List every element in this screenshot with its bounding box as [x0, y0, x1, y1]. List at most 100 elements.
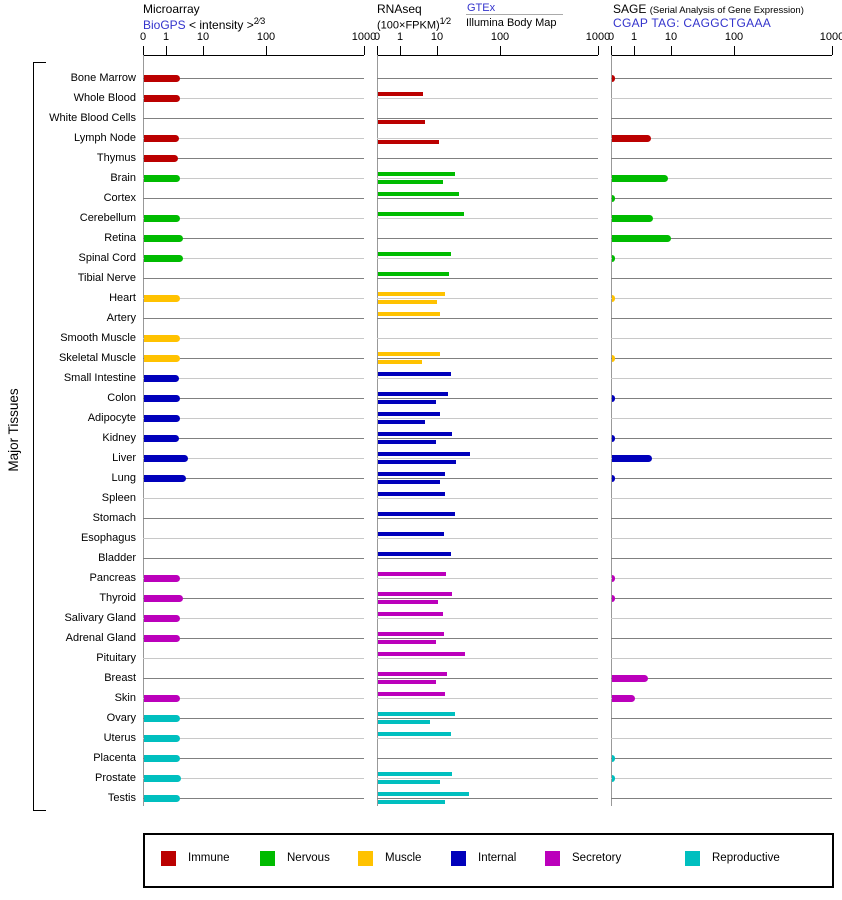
- gtex-link[interactable]: GTEx: [467, 2, 496, 14]
- rnaseq-exponent: 1⁄2: [439, 16, 452, 26]
- axis-tick: [266, 46, 267, 55]
- bar-microarray: [144, 235, 183, 242]
- bar-microarray: [144, 135, 179, 142]
- row-gridline: [143, 238, 364, 239]
- row-gridline: [611, 598, 832, 599]
- bar-microarray: [144, 435, 179, 442]
- tissue-label: Pancreas: [89, 572, 136, 584]
- row-gridline: [611, 418, 832, 419]
- bar-rnaseq-illumina: [378, 800, 445, 804]
- axis-tick-label: 1: [630, 31, 638, 43]
- row-gridline: [611, 198, 832, 199]
- row-gridline: [143, 478, 364, 479]
- bar-rnaseq-illumina: [378, 720, 430, 724]
- panel-axis-line: [611, 55, 832, 56]
- row-gridline: [611, 518, 832, 519]
- bar-rnaseq-gtex: [378, 652, 465, 656]
- bar-sage: [612, 235, 671, 242]
- bar-rnaseq-gtex: [378, 772, 452, 776]
- row-gridline: [143, 158, 364, 159]
- row-gridline: [611, 398, 832, 399]
- bar-rnaseq-gtex: [378, 512, 455, 516]
- row-gridline: [377, 618, 598, 619]
- bar-rnaseq-gtex: [378, 372, 451, 376]
- row-gridline: [377, 598, 598, 599]
- tissue-label: Brain: [110, 172, 136, 184]
- legend-swatch-immune: [161, 851, 176, 866]
- tissues-bracket: [33, 62, 46, 811]
- bar-sage: [612, 195, 615, 202]
- row-gridline: [377, 358, 598, 359]
- illumina-body-map-label: Illumina Body Map: [466, 17, 557, 29]
- tissue-label: Adipocyte: [87, 412, 136, 424]
- row-gridline: [143, 378, 364, 379]
- bar-rnaseq-gtex: [378, 712, 455, 716]
- axis-tick: [143, 46, 144, 55]
- row-gridline: [377, 658, 598, 659]
- bar-rnaseq-gtex: [378, 252, 451, 256]
- row-gridline: [377, 498, 598, 499]
- row-gridline: [611, 498, 832, 499]
- cgap-link[interactable]: CGAP: [613, 16, 648, 30]
- bar-sage: [612, 675, 648, 682]
- row-gridline: [611, 618, 832, 619]
- row-gridline: [377, 198, 598, 199]
- legend-swatch-muscle: [358, 851, 373, 866]
- legend-label-immune: Immune: [188, 852, 230, 864]
- row-gridline: [143, 578, 364, 579]
- bar-rnaseq-illumina: [378, 640, 436, 644]
- tissue-label: Heart: [109, 292, 136, 304]
- bar-sage: [612, 455, 652, 462]
- tissue-label: Thymus: [96, 152, 136, 164]
- axis-tick: [377, 46, 378, 55]
- row-gridline: [377, 138, 598, 139]
- row-gridline: [611, 638, 832, 639]
- row-gridline: [143, 718, 364, 719]
- row-gridline: [611, 318, 832, 319]
- row-gridline: [377, 278, 598, 279]
- bar-rnaseq-gtex: [378, 612, 443, 616]
- row-gridline: [377, 798, 598, 799]
- bar-rnaseq-illumina: [378, 480, 440, 484]
- panel-left-border: [611, 55, 612, 806]
- row-gridline: [143, 298, 364, 299]
- row-gridline: [377, 378, 598, 379]
- bar-microarray: [144, 95, 180, 102]
- bar-microarray: [144, 355, 180, 362]
- bar-microarray: [144, 615, 180, 622]
- row-gridline: [377, 398, 598, 399]
- axis-tick-label: 0: [373, 31, 381, 43]
- bar-rnaseq-gtex: [378, 792, 469, 796]
- row-gridline: [611, 698, 832, 699]
- bar-rnaseq-gtex: [378, 552, 451, 556]
- row-gridline: [611, 438, 832, 439]
- row-gridline: [377, 478, 598, 479]
- axis-tick: [500, 46, 501, 55]
- tissue-label: Kidney: [102, 432, 136, 444]
- biogps-link[interactable]: BioGPS: [143, 18, 186, 32]
- row-gridline: [611, 158, 832, 159]
- gtex-illumina-divider: [466, 14, 563, 15]
- panel-left-border: [143, 55, 144, 806]
- row-gridline: [377, 218, 598, 219]
- bar-microarray: [144, 155, 178, 162]
- row-gridline: [377, 338, 598, 339]
- tissue-label: Testis: [107, 792, 136, 804]
- row-gridline: [611, 678, 832, 679]
- bar-microarray: [144, 575, 180, 582]
- row-gridline: [611, 358, 832, 359]
- bar-rnaseq-illumina: [378, 780, 440, 784]
- row-gridline: [143, 398, 364, 399]
- bar-rnaseq-gtex: [378, 672, 447, 676]
- row-gridline: [377, 778, 598, 779]
- row-gridline: [377, 638, 598, 639]
- bar-rnaseq-illumina: [378, 120, 425, 124]
- microarray-intensity-label: < intensity >: [189, 18, 254, 32]
- row-gridline: [143, 318, 364, 319]
- row-gridline: [611, 178, 832, 179]
- panel-axis-line: [143, 55, 364, 56]
- axis-tick-label: 100: [490, 31, 510, 43]
- tissue-label: Salivary Gland: [64, 612, 136, 624]
- tissue-label: Whole Blood: [73, 92, 136, 104]
- bar-rnaseq-illumina: [378, 300, 437, 304]
